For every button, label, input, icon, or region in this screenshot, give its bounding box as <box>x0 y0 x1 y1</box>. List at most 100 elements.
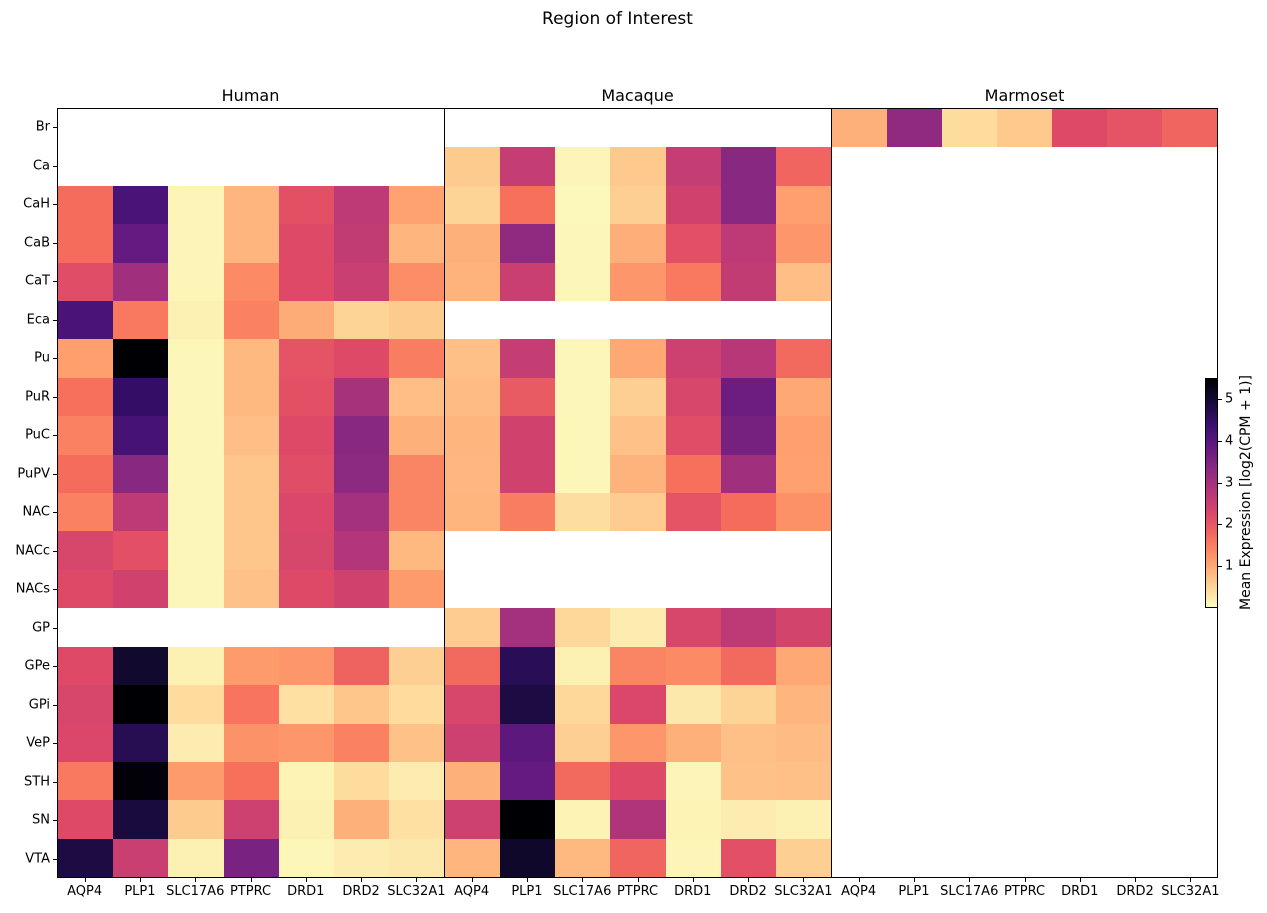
heatmap-cell <box>720 377 776 417</box>
heatmap-cell <box>333 569 390 609</box>
colorbar-tick-mark <box>1218 566 1222 568</box>
heatmap-cell <box>113 761 169 801</box>
heatmap-cell <box>278 377 334 417</box>
panel-title: Macaque <box>601 86 674 105</box>
heatmap-cell <box>610 301 666 340</box>
heatmap-cell <box>113 224 169 263</box>
heatmap-cell <box>1051 109 1107 148</box>
heatmap-cell <box>389 377 445 417</box>
heatmap-cell <box>555 800 611 839</box>
heatmap-cell <box>113 685 169 724</box>
heatmap-cell <box>278 531 334 570</box>
heatmap-cell <box>278 493 334 532</box>
heatmap-row <box>58 838 445 878</box>
heatmap-cell <box>1106 800 1162 839</box>
heatmap-cell <box>58 301 114 340</box>
heatmap-cell <box>333 147 390 186</box>
heatmap-cell <box>223 685 279 724</box>
heatmap-cell <box>168 109 224 148</box>
heatmap-cell <box>555 109 611 148</box>
heatmap-cell <box>168 147 224 186</box>
heatmap-cell <box>500 646 556 686</box>
heatmap-cell <box>58 723 114 762</box>
heatmap-cell <box>1106 109 1162 148</box>
heatmap-cell <box>1161 301 1217 340</box>
heatmap-cell <box>333 493 390 532</box>
y-tick-label: SN <box>32 812 50 828</box>
heatmap-cell <box>58 377 114 417</box>
heatmap-row <box>831 761 1217 801</box>
heatmap-cell <box>223 761 279 801</box>
heatmap-cell <box>445 800 501 839</box>
heatmap-cell <box>996 147 1052 186</box>
heatmap-cell <box>941 224 997 263</box>
heatmap-cell <box>996 569 1052 609</box>
heatmap-cell <box>333 262 390 302</box>
y-tick-mark <box>53 666 57 668</box>
heatmap-cell <box>555 608 611 647</box>
heatmap-cell <box>941 685 997 724</box>
heatmap-cell <box>1106 301 1162 340</box>
heatmap-cell <box>831 301 887 340</box>
heatmap-cell <box>58 339 114 378</box>
y-tick-mark <box>53 550 57 552</box>
heatmap-cell <box>610 224 666 263</box>
heatmap-cell <box>1161 761 1217 801</box>
heatmap-cell <box>1161 262 1217 302</box>
x-tick-mark <box>913 878 915 882</box>
heatmap-cell <box>445 147 501 186</box>
heatmap-cell <box>1161 646 1217 686</box>
heatmap-cell <box>610 109 666 148</box>
heatmap-row <box>831 147 1217 186</box>
heatmap-cell <box>1051 493 1107 532</box>
heatmap-cell <box>113 454 169 494</box>
heatmap-cell <box>996 454 1052 494</box>
heatmap-cell <box>389 608 445 647</box>
heatmap-cell <box>333 185 390 225</box>
heatmap-cell <box>720 147 776 186</box>
heatmap-cell <box>1161 339 1217 378</box>
x-tick-label: DRD2 <box>729 884 767 899</box>
heatmap-cell <box>775 723 831 762</box>
heatmap-cell <box>1051 262 1107 302</box>
x-tick-label: AQP4 <box>841 884 877 899</box>
heatmap-cell <box>1106 761 1162 801</box>
heatmap-row <box>58 531 445 570</box>
x-tick-mark <box>139 878 141 882</box>
heatmap-cell <box>665 109 721 148</box>
colorbar-tick-mark <box>1218 482 1222 484</box>
heatmap-cell <box>610 800 666 839</box>
heatmap-cell <box>720 301 776 340</box>
heatmap-row <box>445 339 831 378</box>
heatmap-cell <box>1051 723 1107 762</box>
heatmap-cell <box>113 416 169 455</box>
x-tick-label: DRD1 <box>674 884 712 899</box>
heatmap-cell <box>831 224 887 263</box>
heatmap-cell <box>941 262 997 302</box>
heatmap-cell <box>58 531 114 570</box>
y-tick-mark <box>53 627 57 629</box>
heatmap-cell <box>113 723 169 762</box>
heatmap-cell <box>500 608 556 647</box>
heatmap-cell <box>996 377 1052 417</box>
heatmap-cell <box>720 416 776 455</box>
heatmap-cell <box>1051 416 1107 455</box>
heatmap-cell <box>333 723 390 762</box>
heatmap-row <box>445 185 831 225</box>
heatmap-cell <box>886 262 942 302</box>
heatmap-cell <box>941 147 997 186</box>
heatmap-cell <box>775 339 831 378</box>
heatmap-cell <box>665 147 721 186</box>
heatmap-row <box>445 838 831 878</box>
y-tick-mark <box>53 165 57 167</box>
heatmap-panels <box>57 108 1218 878</box>
x-tick-label: SLC17A6 <box>553 884 612 899</box>
heatmap-row <box>831 800 1217 839</box>
heatmap-row <box>58 569 445 609</box>
x-tick-mark <box>1079 878 1081 882</box>
heatmap-row <box>58 608 445 647</box>
heatmap-cell <box>996 185 1052 225</box>
heatmap-row <box>58 646 445 686</box>
heatmap-cell <box>168 838 224 878</box>
heatmap-panel-marmoset <box>830 109 1217 878</box>
